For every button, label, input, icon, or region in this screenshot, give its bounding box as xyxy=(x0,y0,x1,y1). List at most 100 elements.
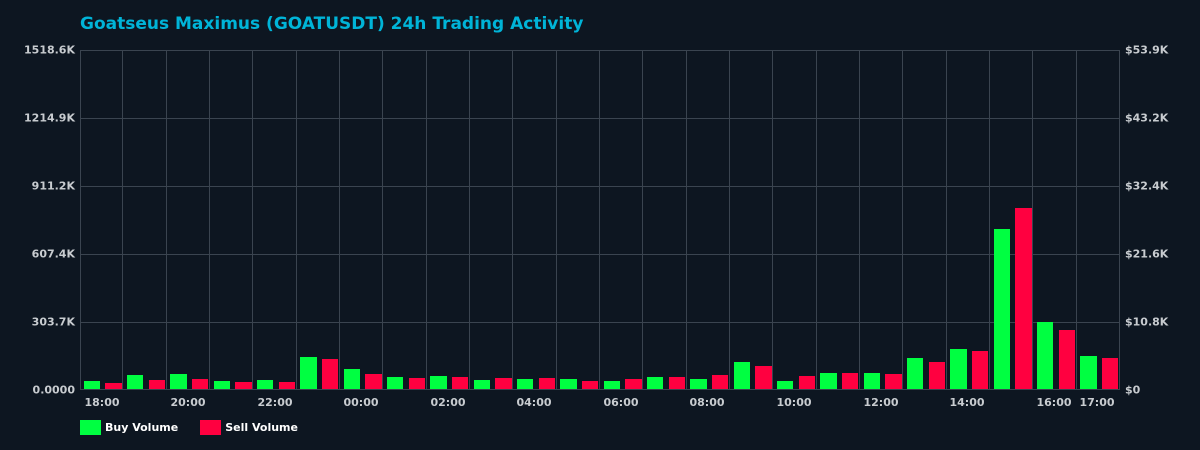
sell-bar[interactable] xyxy=(755,365,772,389)
buy-bar[interactable] xyxy=(820,373,837,389)
sell-bar[interactable] xyxy=(798,376,816,389)
v-gridline xyxy=(512,51,514,389)
v-gridline xyxy=(728,51,730,389)
legend-item-buy[interactable]: Buy Volume xyxy=(80,420,178,435)
sell-bar[interactable] xyxy=(365,374,382,389)
buy-bar[interactable] xyxy=(83,380,101,389)
v-gridline xyxy=(1032,51,1034,389)
y-tick-right: $53.9K xyxy=(1125,43,1169,57)
sell-bar[interactable] xyxy=(148,380,166,389)
legend-item-sell[interactable]: Sell Volume xyxy=(200,420,298,435)
v-gridline xyxy=(685,51,687,389)
x-tick: 10:00 xyxy=(776,396,812,409)
x-tick: 16:00 xyxy=(1036,396,1072,409)
sell-bar[interactable] xyxy=(885,374,902,389)
v-gridline xyxy=(252,51,254,389)
y-tick-right: $10.8K xyxy=(1125,315,1169,329)
y-tick-left: 607.4K xyxy=(31,247,75,261)
sell-bar[interactable] xyxy=(235,382,252,389)
buy-bar[interactable] xyxy=(126,374,144,389)
v-gridline xyxy=(598,51,600,389)
sell-bar[interactable] xyxy=(278,382,296,389)
sell-bar[interactable] xyxy=(841,373,859,389)
buy-bar[interactable] xyxy=(733,361,751,389)
sell-bar[interactable] xyxy=(625,378,642,389)
buy-bar[interactable] xyxy=(430,376,447,389)
buy-bar[interactable] xyxy=(776,380,794,389)
x-tick: 14:00 xyxy=(949,396,985,409)
v-gridline xyxy=(815,51,817,389)
y-tick-right: $0 xyxy=(1125,383,1141,397)
sell-bar[interactable] xyxy=(105,382,122,389)
buy-bar[interactable] xyxy=(1080,356,1097,389)
buy-bar[interactable] xyxy=(386,376,404,389)
sell-bar[interactable] xyxy=(321,359,339,389)
v-gridline xyxy=(555,51,557,389)
sell-bar[interactable] xyxy=(1101,358,1119,389)
h-gridline xyxy=(81,118,1119,119)
y-tick-left: 911.2K xyxy=(31,179,75,193)
v-gridline xyxy=(988,51,990,389)
y-tick-left: 0.0000 xyxy=(32,383,75,397)
buy-bar[interactable] xyxy=(1036,322,1054,389)
buy-bar[interactable] xyxy=(213,380,231,389)
sell-bar[interactable] xyxy=(408,378,426,389)
buy-bar[interactable] xyxy=(690,378,707,389)
v-gridline xyxy=(382,51,384,389)
chart-title: Goatseus Maximus (GOATUSDT) 24h Trading … xyxy=(80,14,584,34)
sell-bar[interactable] xyxy=(581,380,599,389)
sell-bar[interactable] xyxy=(711,374,729,389)
y-tick-left: 1214.9K xyxy=(24,111,75,125)
y-tick-right: $32.4K xyxy=(1125,179,1169,193)
v-gridline xyxy=(858,51,860,389)
sell-bar[interactable] xyxy=(928,361,946,389)
v-gridline xyxy=(208,51,210,389)
sell-bar[interactable] xyxy=(668,376,686,389)
v-gridline xyxy=(295,51,297,389)
sell-bar[interactable] xyxy=(451,376,469,389)
v-gridline xyxy=(165,51,167,389)
y-tick-right: $43.2K xyxy=(1125,111,1169,125)
x-tick: 08:00 xyxy=(689,396,725,409)
buy-bar[interactable] xyxy=(256,380,274,389)
v-gridline xyxy=(902,51,904,389)
v-gridline xyxy=(425,51,427,389)
h-gridline xyxy=(81,254,1119,255)
buy-bar[interactable] xyxy=(516,378,534,389)
buy-bar[interactable] xyxy=(646,376,664,389)
buy-bar[interactable] xyxy=(603,380,621,389)
x-tick: 18:00 xyxy=(84,396,120,409)
buy-bar[interactable] xyxy=(473,380,491,389)
plot-area xyxy=(80,50,1120,390)
buy-bar[interactable] xyxy=(906,358,924,389)
buy-bar[interactable] xyxy=(993,228,1011,389)
buy-swatch-icon xyxy=(80,420,101,435)
buy-bar[interactable] xyxy=(170,374,187,389)
buy-bar[interactable] xyxy=(343,369,361,389)
buy-bar[interactable] xyxy=(300,356,317,389)
sell-bar[interactable] xyxy=(1015,208,1032,389)
v-gridline xyxy=(945,51,947,389)
sell-bar[interactable] xyxy=(191,378,209,389)
x-tick: 12:00 xyxy=(863,396,899,409)
y-tick-right: $21.6K xyxy=(1125,247,1169,261)
buy-bar[interactable] xyxy=(560,378,577,389)
sell-bar[interactable] xyxy=(495,378,512,389)
sell-bar[interactable] xyxy=(1058,329,1076,389)
x-tick: 22:00 xyxy=(257,396,293,409)
legend: Buy Volume Sell Volume xyxy=(80,420,320,435)
x-tick: 06:00 xyxy=(603,396,639,409)
v-gridline xyxy=(122,51,124,389)
x-tick: 02:00 xyxy=(430,396,466,409)
x-tick: 20:00 xyxy=(170,396,206,409)
v-gridline xyxy=(642,51,644,389)
y-tick-left: 1518.6K xyxy=(24,43,75,57)
buy-bar[interactable] xyxy=(950,348,967,389)
h-gridline xyxy=(81,186,1119,187)
sell-bar[interactable] xyxy=(538,378,556,389)
v-gridline xyxy=(772,51,774,389)
sell-swatch-icon xyxy=(200,420,222,435)
h-gridline xyxy=(81,322,1119,323)
sell-bar[interactable] xyxy=(971,350,989,389)
buy-bar[interactable] xyxy=(863,373,881,389)
